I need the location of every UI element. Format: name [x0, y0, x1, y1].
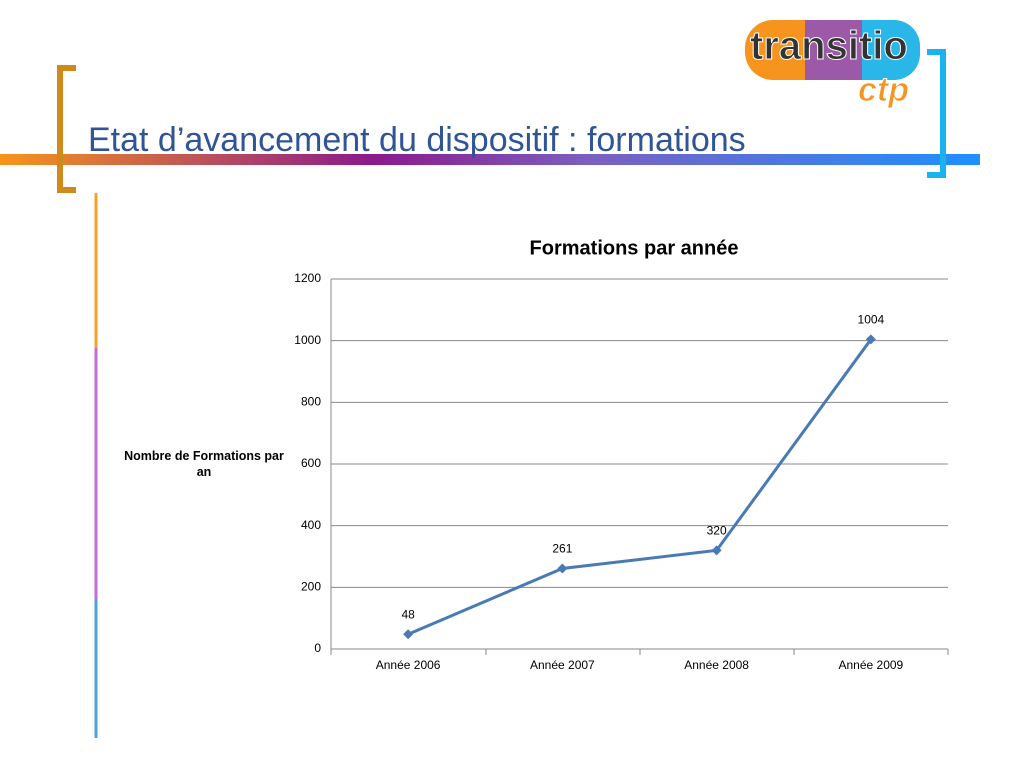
data-label: 1004 — [858, 313, 885, 327]
x-tick-label: Année 2007 — [530, 658, 595, 672]
y-tick-label: 1000 — [294, 333, 321, 347]
left-bracket — [57, 65, 76, 193]
chart-title: Formations par année — [530, 237, 739, 259]
logo-sub: ctp — [858, 71, 909, 109]
logo-segment — [862, 20, 890, 80]
category-ticks — [330, 649, 949, 655]
logo: transitio ctp — [745, 20, 920, 109]
x-tick-label: Année 2009 — [839, 658, 904, 672]
x-tick-label: Année 2006 — [376, 658, 441, 672]
logo-segment — [805, 20, 862, 80]
y-tick-label: 1200 — [294, 271, 321, 285]
marker — [865, 334, 876, 345]
y-tick-label: 400 — [301, 518, 321, 532]
header-band — [0, 154, 980, 165]
slide-title: Etat d’avancement du dispositif : format… — [88, 121, 746, 159]
y-tick-label: 600 — [301, 456, 321, 470]
data-label: 320 — [707, 524, 727, 538]
y-tick-label: 200 — [301, 580, 321, 594]
logo-segment — [775, 20, 805, 80]
right-bracket — [927, 49, 946, 178]
line — [407, 338, 873, 636]
logo-text: transitio — [750, 24, 908, 68]
y-axis-label: Nombre de Formations par an — [124, 449, 284, 479]
data-label: 48 — [401, 607, 415, 621]
y-tick-label: 800 — [301, 395, 321, 409]
marker — [557, 563, 568, 574]
y-tick-label: 0 — [314, 641, 321, 655]
marker — [711, 545, 722, 556]
data-label: 261 — [552, 542, 572, 556]
x-tick-label: Année 2008 — [684, 658, 749, 672]
marker — [403, 629, 414, 640]
